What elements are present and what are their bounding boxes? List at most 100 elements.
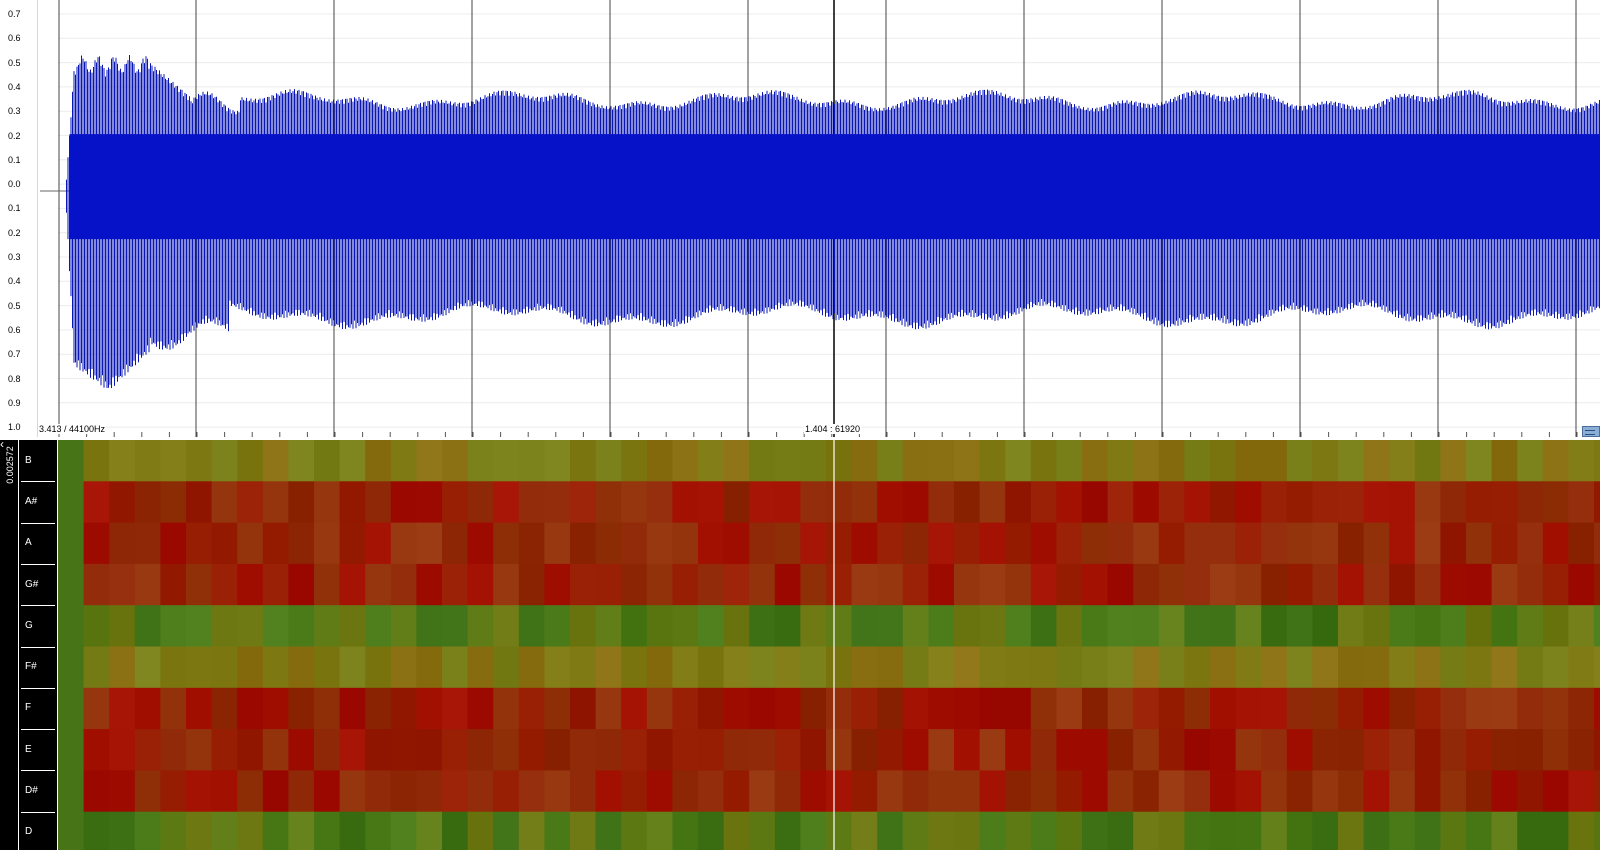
chroma-cell	[1030, 770, 1057, 813]
waveform-pane[interactable]: 0.7 0.6 0.5 0.4 0.3 0.2 0.1 0.0 0.1 0.2 0.3 0.4 0.5 0…	[0, 0, 1600, 440]
chroma-cell	[749, 687, 776, 730]
pitch-class-column: B A# A G# G F# F E D# D	[18, 440, 58, 850]
chroma-cell	[1261, 563, 1288, 606]
chroma-cell	[493, 605, 520, 648]
pitch-key-label: A	[25, 537, 32, 549]
chroma-cell	[1158, 646, 1185, 689]
chromagram-pane[interactable]: ‹ 0.002572 B A# A G# G F# F E D# D	[0, 437, 1600, 850]
chroma-cell	[1414, 687, 1441, 730]
amplitude-tick-label: 0.2	[8, 227, 21, 238]
chroma-cell	[646, 729, 673, 771]
chroma-cell	[339, 481, 366, 524]
chroma-cell	[646, 440, 673, 482]
chroma-cell	[442, 563, 469, 606]
chroma-cell	[160, 481, 187, 524]
chroma-cell	[1235, 563, 1262, 606]
chroma-cell	[1517, 646, 1544, 689]
chroma-cell	[1235, 811, 1262, 850]
chroma-cell	[134, 646, 161, 689]
chroma-cell	[1235, 605, 1262, 648]
chroma-cell	[1286, 729, 1313, 771]
chroma-cell	[1286, 481, 1313, 524]
chroma-cell	[698, 481, 725, 524]
chroma-cell	[186, 440, 213, 482]
chroma-cell	[672, 770, 699, 813]
chroma-cell	[1133, 605, 1160, 648]
chevron-left-icon[interactable]: ‹	[0, 437, 4, 451]
chroma-cell	[595, 563, 622, 606]
chroma-cell	[288, 646, 315, 689]
chroma-cell	[467, 481, 494, 524]
chroma-cell	[672, 481, 699, 524]
chroma-cell	[1210, 440, 1237, 482]
chroma-cell	[1542, 522, 1569, 565]
chroma-cell	[288, 440, 315, 482]
chroma-cell	[1133, 440, 1160, 482]
chroma-cell	[1312, 522, 1339, 565]
chroma-cell	[1312, 811, 1339, 850]
chroma-cell	[416, 481, 443, 524]
chroma-cell	[467, 770, 494, 813]
horizontal-scroll-thumb[interactable]	[1582, 426, 1600, 437]
chroma-cell	[646, 481, 673, 524]
chroma-cell	[698, 605, 725, 648]
chroma-cell	[1466, 729, 1493, 771]
chroma-cell	[1594, 522, 1600, 565]
chroma-cell	[1389, 646, 1416, 689]
chroma-cell	[1107, 440, 1134, 482]
chroma-cell	[416, 770, 443, 813]
chroma-cell	[621, 770, 648, 813]
chroma-cell	[1594, 729, 1600, 771]
amplitude-tick-label: 0.9	[8, 397, 21, 408]
chroma-cell	[723, 729, 750, 771]
chroma-cell	[800, 605, 827, 648]
chroma-cell	[416, 563, 443, 606]
chroma-cell	[1210, 481, 1237, 524]
chroma-cell	[1517, 729, 1544, 771]
chroma-cell	[1082, 811, 1109, 850]
chroma-cell	[1005, 811, 1032, 850]
waveform-canvas[interactable]	[0, 0, 1600, 440]
chroma-cell	[1568, 563, 1595, 606]
chroma-cell	[416, 646, 443, 689]
chroma-cell	[1005, 563, 1032, 606]
chroma-cell	[1466, 687, 1493, 730]
chroma-cell	[954, 729, 981, 771]
chroma-cell	[1184, 729, 1211, 771]
chroma-cell	[698, 563, 725, 606]
chroma-cell	[672, 522, 699, 565]
chroma-cell	[390, 770, 417, 813]
chroma-cell	[1440, 811, 1467, 850]
chroma-cell	[851, 481, 878, 524]
chroma-cell	[442, 729, 469, 771]
chroma-cell	[83, 605, 110, 648]
chroma-cell	[723, 605, 750, 648]
chroma-cell	[1261, 646, 1288, 689]
chroma-cell	[1184, 440, 1211, 482]
chroma-cell	[928, 522, 955, 565]
chroma-cell	[672, 811, 699, 850]
chromagram-canvas[interactable]	[58, 440, 1600, 850]
chroma-cell	[672, 646, 699, 689]
chroma-cell	[160, 522, 187, 565]
chroma-cell	[1568, 522, 1595, 565]
pitch-key-label: D	[25, 826, 33, 838]
chroma-cell	[1107, 481, 1134, 524]
chroma-cell	[954, 770, 981, 813]
chroma-cell	[1107, 811, 1134, 850]
chroma-cell	[160, 440, 187, 482]
chroma-cell	[544, 646, 571, 689]
chroma-cell	[595, 522, 622, 565]
chroma-cell	[1082, 605, 1109, 648]
chroma-cell	[570, 481, 597, 524]
chroma-cell	[851, 440, 878, 482]
chroma-cell	[800, 729, 827, 771]
pitch-key-label: G#	[25, 578, 39, 590]
chroma-cell	[1133, 811, 1160, 850]
chroma-cell	[1389, 687, 1416, 730]
chroma-cell	[749, 729, 776, 771]
chroma-cell	[1158, 687, 1185, 730]
chroma-cell	[1389, 770, 1416, 813]
chroma-cell	[544, 563, 571, 606]
chroma-cell	[1158, 440, 1185, 482]
